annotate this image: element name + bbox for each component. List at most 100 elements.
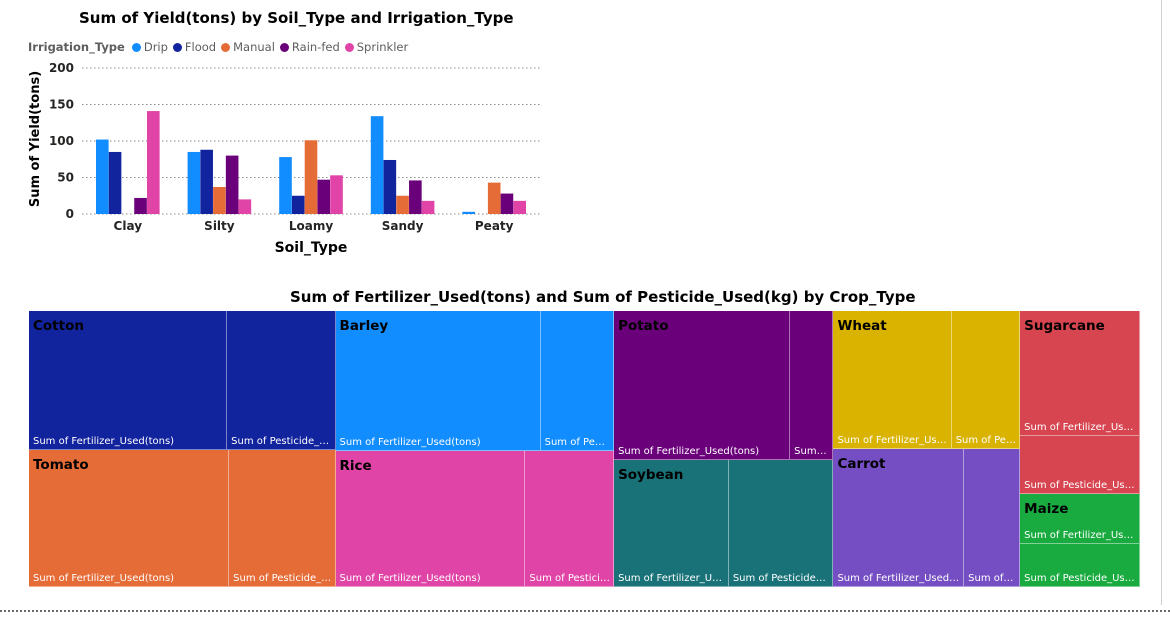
treemap-crop-label: Maize [1024,500,1069,517]
treemap-measure-label: Sum of Fertilizer_Used(tons) [339,572,481,584]
bar-chart: 0 50 100 150 200 Clay Silty Loamy Sandy Peaty Soil… [28,61,540,256]
page-divider-vertical [1161,0,1162,605]
bar-clay-rain-fed [134,197,147,214]
treemap-group-cotton[interactable]: Sum of Fertilizer_Used(tons) Sum of Pesti… [29,311,336,450]
treemap-group-tomato[interactable]: Sum of Fertilizer_Used(tons) Sum of Pesti… [29,449,336,587]
legend-item-sprinkler[interactable]: Sprinkler [344,40,408,54]
x-tick-label: Silty [204,219,235,233]
legend-label: Flood [184,40,217,54]
bar-chart-title: Sum of Yield(tons) by Soil_Type and Irri… [79,9,514,27]
treemap-group-soybean[interactable]: Sum of Fertilizer_Used(tons) Sum of Pesti… [614,459,834,587]
bar-sandy-drip [370,116,384,214]
treemap-measure-label: Sum of Fertilizer_Used(tons) [1024,422,1136,434]
legend-label: Drip [143,40,168,54]
treemap-crop-label: Soybean [618,466,684,483]
treemap-crop-label: Cotton [33,318,84,334]
treemap-group-rice[interactable]: Sum of Fertilizer_Used(tons) Sum of Pesti… [335,451,615,587]
treemap-group-wheat[interactable]: Sum of Fertilizer_Used(tons) Sum of Pesti… [833,311,1021,449]
treemap-tile-potato-pest[interactable]: Sum of Pesticide_Used(kg) [790,311,833,459]
legend-label: Rain-fed [291,40,340,54]
legend-title: Irrigation_Type [28,40,125,55]
bar-loamy-sprinkler [330,175,343,214]
bar-loamy-rain-fed [317,179,331,214]
treemap-tile-tomato-pest[interactable]: Sum of Pesticide_Used(kg) [229,449,335,586]
treemap-tile-cotton-pest[interactable]: Sum of Pesticide_Used(kg) [227,311,335,449]
treemap-measure-label: Sum of Fertilizer_Used(tons) [33,572,175,584]
treemap-measure-label: Sum of Fertilizer_Used(tons) [837,573,960,584]
x-axis-label: Soil_Type [275,240,348,256]
treemap-measure-label: Sum of Pesticide_Used(kg) [1024,572,1136,584]
bar-sandy-rain-fed [409,180,422,214]
page-divider-horizontal [0,610,1170,612]
bar-loamy-drip [279,157,292,214]
treemap-measure-label: Sum of Fertilizer_Used(tons) [618,572,725,584]
treemap-tile-barley-fert[interactable]: Sum of Fertilizer_Used(tons) [336,311,541,451]
bar-clay-flood [108,151,122,214]
legend-swatch [344,42,354,52]
bar-peaty-rain-fed [500,193,514,214]
treemap-group-potato[interactable]: Sum of Fertilizer_Used(tons) Sum of Pesti… [614,311,834,460]
treemap-crop-label: Rice [339,458,372,475]
treemap-group-barley[interactable]: Sum of Fertilizer_Used(tons) Sum of Pesti… [335,311,615,452]
x-tick-label: Clay [114,219,143,233]
bar-silty-manual [213,186,226,214]
treemap-tile-maize-pest[interactable]: Sum of Pesticide_Used(kg) [1020,544,1139,586]
bar-silty-drip [187,151,201,214]
legend-label: Manual [233,40,275,54]
treemap-measure-label: Sum of Fertilizer_Used(tons) [837,435,948,446]
bar-silty-flood [200,149,213,214]
treemap-tile-tomato-fert[interactable]: Sum of Fertilizer_Used(tons) [29,449,230,586]
treemap-tile-soybean-fert[interactable]: Sum of Fertilizer_Used(tons) [614,459,729,586]
treemap-tile-rice-pest[interactable]: Sum of Pesticide_Used(kg) [525,451,614,586]
bar-peaty-sprinkler [513,200,526,214]
treemap-crop-label: Carrot [837,456,886,472]
bar-sandy-manual [396,195,409,214]
treemap-tile-carrot-pest[interactable]: Sum of Pesticide_Used(kg) [964,449,1020,586]
treemap-tile-soybean-pest[interactable]: Sum of Pesticide_Used(kg) [729,459,833,586]
treemap-tile-sugarcane-fert[interactable]: Sum of Fertilizer_Used(tons) [1020,311,1139,437]
treemap-tile-potato-fert[interactable]: Sum of Fertilizer_Used(tons) [614,311,791,459]
treemap-crop-label: Wheat [837,318,887,334]
treemap-measure-label: Sum of Fertilizer_Used(tons) [618,445,760,457]
y-tick-label: 0 [66,207,74,221]
treemap-measure-label: Sum of Pesticide_Used(kg) [529,572,611,584]
y-axis-label: Sum of Yield(tons) [28,71,43,207]
treemap-measure-label: Sum of Pesticide_Used(kg) [794,445,830,457]
legend-items: Drip Flood Manual Rain-fed Sprinkler [131,40,413,55]
legend-item-manual[interactable]: Manual [221,40,275,54]
treemap-tile-rice-fert[interactable]: Sum of Fertilizer_Used(tons) [336,451,526,586]
treemap-measure-label: Sum of Pesticide_Used(kg) [1024,479,1136,491]
legend-swatch [172,42,182,52]
treemap-tile-cotton-fert[interactable]: Sum of Fertilizer_Used(tons) [29,311,228,449]
legend-item-drip[interactable]: Drip [131,40,168,54]
y-tick-label: 150 [49,98,74,112]
bar-loamy-manual [304,140,318,214]
treemap-measure-label: Sum of Fertilizer_Used(tons) [339,437,481,449]
treemap-tile-sugarcane-pest[interactable]: Sum of Pesticide_Used(kg) [1020,436,1139,493]
legend-item-rain-fed[interactable]: Rain-fed [279,40,340,54]
legend-swatch [221,42,231,52]
treemap-tile-wheat-fert[interactable]: Sum of Fertilizer_Used(tons) [833,311,952,448]
bar-silty-rain-fed [225,155,239,214]
treemap-group-carrot[interactable]: Sum of Fertilizer_Used(tons) Sum of Pesti… [833,449,1021,587]
treemap-measure-label: Sum of Pesticide_Used(kg) [732,572,830,584]
treemap-group-sugarcane[interactable]: Sum of Fertilizer_Used(tons) Sum of Pesti… [1020,311,1140,494]
treemap-tile-carrot-fert[interactable]: Sum of Fertilizer_Used(tons) [833,449,965,586]
treemap-group-maize[interactable]: Sum of Fertilizer_Used(tons) Sum of Pesti… [1020,493,1140,587]
legend-item-flood[interactable]: Flood [172,40,217,54]
bar-clay-sprinkler [147,111,160,214]
bar-sandy-sprinkler [421,200,435,214]
bar-sandy-flood [383,159,397,214]
treemap-measure-label: Sum of Pesticide_Used(kg) [233,572,331,584]
legend-swatch [131,42,141,52]
legend-swatch [279,42,289,52]
treemap-crop-label: Barley [339,318,389,334]
treemap-tile-barley-pest[interactable]: Sum of Pesticide_Used(kg) [541,311,614,451]
bar-peaty-drip [462,211,475,214]
treemap-tile-maize-fert[interactable]: Sum of Fertilizer_Used(tons) [1020,494,1139,544]
x-tick-label: Sandy [382,219,424,233]
treemap-crop-label: Tomato [33,456,89,473]
treemap-measure-label: Sum of Fertilizer_Used(tons) [33,435,175,447]
treemap-title: Sum of Fertilizer_Used(tons) and Sum of … [290,288,916,306]
treemap-tile-wheat-pest[interactable]: Sum of Pesticide_Used(kg) [952,311,1020,448]
